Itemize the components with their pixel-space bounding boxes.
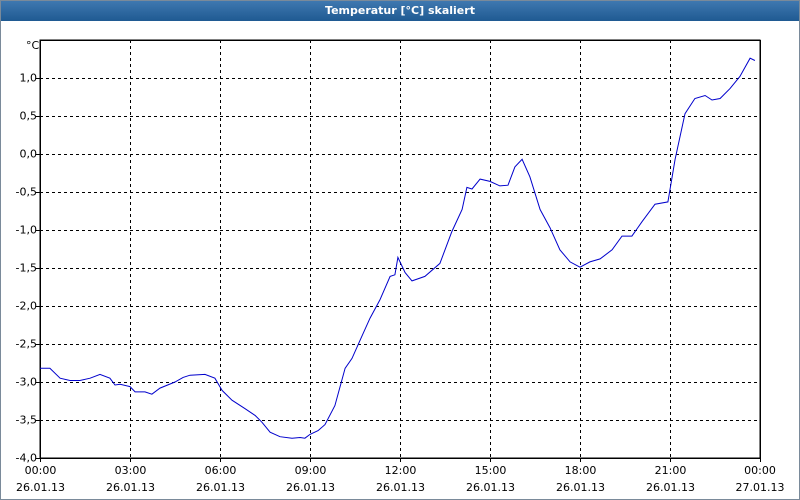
x-tick-label: 03:00 26.01.13 — [106, 464, 155, 494]
y-tick-label: -2,5 — [16, 338, 37, 351]
y-tick-label: -1,0 — [16, 224, 37, 237]
y-tick-label: -1,5 — [16, 262, 37, 275]
y-tick-label: -2,0 — [16, 300, 37, 313]
x-tick-label: 00:00 27.01.13 — [735, 464, 785, 494]
y-tick-label: 0,5 — [20, 110, 38, 123]
x-tick-label: 21:00 26.01.13 — [646, 464, 695, 494]
y-tick-label: -4,0 — [16, 452, 37, 465]
y-tick-label: -3,0 — [16, 376, 37, 389]
y-tick-label: -3,5 — [16, 414, 37, 427]
plot-border — [40, 40, 761, 459]
x-tick-label: 00:00 26.01.13 — [16, 464, 65, 494]
x-tick-label: 06:00 26.01.13 — [196, 464, 245, 494]
y-axis-label: °C — [26, 39, 40, 52]
x-tick-label: 18:00 26.01.13 — [556, 464, 605, 494]
x-tick-label: 15:00 26.01.13 — [466, 464, 515, 494]
y-tick-label: 0,0 — [20, 148, 38, 161]
y-tick-label: -0,5 — [16, 186, 37, 199]
y-tick-label: 1,0 — [20, 72, 38, 85]
x-tick-label: 09:00 26.01.13 — [286, 464, 335, 494]
x-tick-label: 12:00 26.01.13 — [376, 464, 425, 494]
temperature-line — [40, 57, 756, 439]
title-bar: Temperatur [°C] skaliert — [1, 1, 799, 21]
